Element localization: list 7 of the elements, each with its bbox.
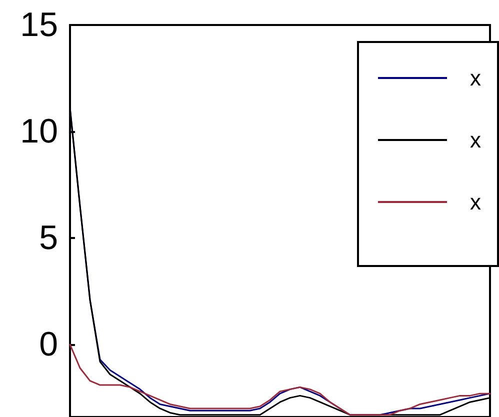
legend-label: x <box>470 128 481 152</box>
legend-label: x <box>470 190 481 214</box>
legend-label: x <box>470 66 481 90</box>
y-tick-label: 0 <box>39 326 58 364</box>
y-tick-label: 10 <box>20 112 58 151</box>
y-tick-label: 15 <box>20 6 58 44</box>
y-tick-label: 5 <box>39 219 58 258</box>
